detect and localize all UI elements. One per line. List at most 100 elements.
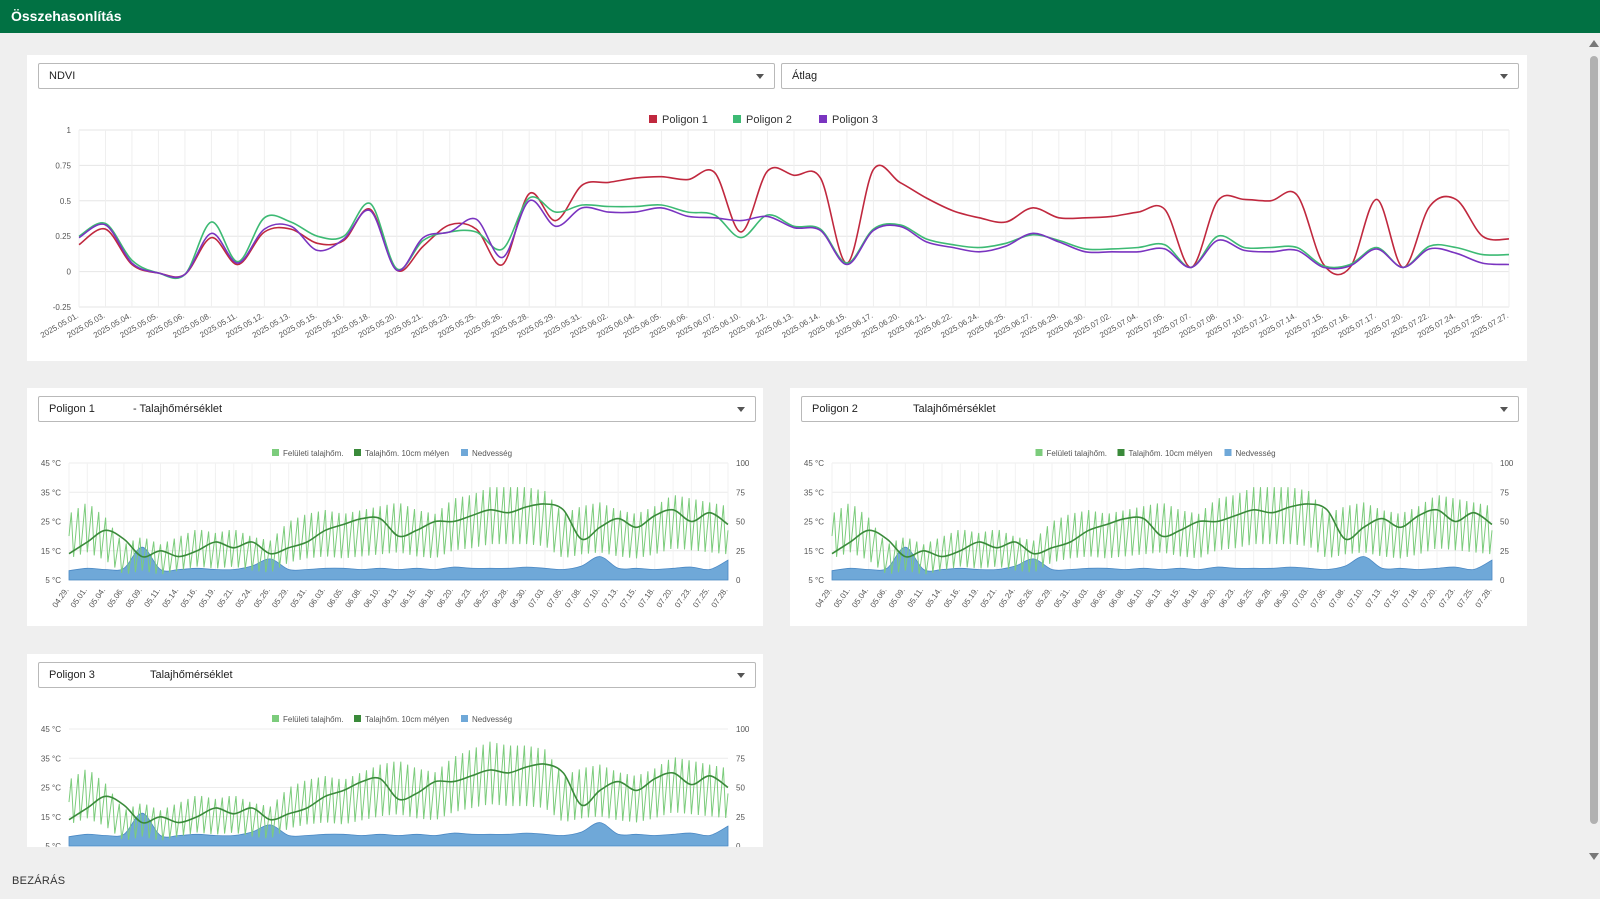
y-left-tick-label: 45 °C — [41, 459, 61, 468]
x-tick-label: 07.23. — [1437, 586, 1457, 609]
series-line-talajhom-10cm — [831, 503, 1493, 558]
polygon-2-card: Poligon 2 Talajhőmérséklet Felületi tala… — [790, 388, 1527, 626]
x-tick-label: 04.29. — [51, 586, 71, 609]
x-tick-label: 05.16. — [942, 586, 962, 609]
x-tick-label: 05.01. — [69, 586, 89, 609]
aggregate-select[interactable]: Átlag — [781, 63, 1519, 89]
y-right-tick-label: 0 — [736, 842, 741, 847]
polygon-3-select[interactable]: Poligon 3 Talajhőmérséklet — [38, 662, 756, 688]
y-right-tick-label: 100 — [736, 459, 750, 468]
scroll-down-arrow-icon[interactable] — [1589, 853, 1599, 860]
legend-label: Poligon 2 — [746, 114, 792, 126]
legend-swatch — [354, 449, 361, 456]
legend-swatch — [1117, 449, 1125, 456]
y-right-tick-label: 25 — [736, 813, 745, 822]
series-line-poligon-3 — [78, 199, 1510, 279]
x-tick-label: 06.18. — [417, 586, 437, 609]
ndvi-line-chart: Poligon 1 Poligon 2 Poligon 3 1 0.75 0.5 0.25 0… — [39, 114, 1510, 340]
legend-item: Nedvesség — [461, 449, 512, 458]
close-button[interactable]: BEZÁRÁS — [12, 875, 66, 887]
polygon-2-select[interactable]: Poligon 2 Talajhőmérséklet — [801, 396, 1519, 422]
legend-label: Talajhőm. 10cm mélyen — [365, 715, 449, 724]
x-tick-label: 05.06. — [869, 586, 889, 609]
y-right-tick-label: 50 — [736, 784, 745, 793]
app-header: Összehasonlítás — [0, 0, 1600, 33]
x-tick-label: 06.13. — [1144, 586, 1164, 609]
y-right-tick-label: 25 — [1500, 547, 1509, 556]
x-tick-label: 06.05. — [1089, 586, 1109, 609]
series-line-talajhom-10cm — [68, 503, 729, 558]
x-tick-label: 05.24. — [234, 586, 254, 609]
x-tick-label: 05.24. — [997, 586, 1017, 609]
y-right-tick-label: 75 — [1500, 488, 1509, 497]
x-tick-label: 07.10. — [581, 586, 601, 609]
scroll-thumb[interactable] — [1590, 56, 1598, 824]
x-tick-label: 05.19. — [197, 586, 217, 609]
legend-swatch — [272, 715, 279, 722]
scroll-up-arrow-icon[interactable] — [1589, 40, 1599, 47]
legend-swatch — [733, 115, 741, 123]
legend-item: Talajhőm. 10cm mélyen — [1117, 449, 1213, 458]
aggregate-select-value: Átlag — [792, 70, 818, 82]
legend-swatch — [272, 449, 279, 456]
x-tick-label: 05.11. — [906, 586, 926, 609]
x-tick-label: 05.29. — [270, 586, 290, 609]
y-right-tick-label: 0 — [1500, 576, 1505, 585]
x-tick-label: 06.25. — [1235, 586, 1255, 609]
y-right-tick-label: 50 — [736, 518, 745, 527]
chevron-down-icon — [737, 407, 745, 412]
y-left-tick-label: 35 °C — [41, 488, 61, 497]
legend-item: Poligon 3 — [819, 114, 878, 126]
x-tick-label: 07.20. — [1419, 586, 1439, 609]
y-right-tick-label: 75 — [736, 488, 745, 497]
x-tick-label: 06.10. — [362, 586, 382, 609]
legend-swatch — [1035, 449, 1043, 456]
x-tick-label: 07.28. — [1474, 586, 1494, 609]
legend-label: Nedvesség — [1236, 449, 1276, 458]
legend-item: Nedvesség — [1224, 449, 1276, 458]
x-tick-label: 05.14. — [924, 586, 944, 609]
x-tick-label: 07.03. — [1290, 586, 1310, 609]
polygon-2-soil-chart: Felületi talajhőm. Talajhőm. 10cm mélyen N… — [804, 449, 1514, 609]
legend-item: Felületi talajhőm. — [272, 449, 343, 458]
legend-label: Nedvesség — [472, 715, 512, 724]
polygon-metric: Talajhőmérséklet — [150, 669, 233, 681]
legend-label: Poligon 1 — [662, 114, 708, 126]
y-right-tick-label: 25 — [736, 547, 745, 556]
y-tick-label: 0.75 — [55, 161, 71, 170]
legend-swatch — [354, 715, 361, 722]
x-tick-label: 07.25. — [1455, 586, 1475, 609]
x-tick-label: 05.06. — [105, 586, 125, 609]
polygon-1-card: Poligon 1 - Talajhőmérséklet Felületi ta… — [27, 388, 763, 626]
legend-swatch — [649, 115, 657, 123]
x-tick-label: 06.15. — [1162, 586, 1182, 609]
chevron-down-icon — [737, 673, 745, 678]
x-tick-label: 06.05. — [325, 586, 345, 609]
page-scrollbar[interactable] — [1587, 40, 1600, 860]
x-tick-label: 06.03. — [307, 586, 327, 609]
legend-item: Talajhőm. 10cm mélyen — [354, 715, 449, 724]
polygon-1-select[interactable]: Poligon 1 - Talajhőmérséklet — [38, 396, 756, 422]
x-tick-label: 05.04. — [850, 586, 870, 609]
x-tick-label: 06.23. — [1217, 586, 1237, 609]
x-tick-label: 07.18. — [1400, 586, 1420, 609]
y-left-tick-label: 15 °C — [41, 813, 61, 822]
x-tick-label: 07.28. — [710, 586, 730, 609]
x-tick-label: 06.13. — [380, 586, 400, 609]
y-left-tick-label: 5 °C — [45, 576, 61, 585]
legend-label: Talajhőm. 10cm mélyen — [365, 449, 449, 458]
y-left-tick-label: 25 °C — [41, 518, 61, 527]
x-tick-label: 05.09. — [124, 586, 144, 609]
y-right-tick-label: 50 — [1500, 518, 1509, 527]
polygon-name: Poligon 3 — [49, 669, 95, 681]
series-line-poligon-1 — [78, 164, 1510, 278]
x-tick-label: 07.05. — [1309, 586, 1329, 609]
x-tick-label: 07.18. — [636, 586, 656, 609]
x-tick-label: 07.15. — [1382, 586, 1402, 609]
legend-item: Talajhőm. 10cm mélyen — [354, 449, 449, 458]
x-tick-label: 06.28. — [1254, 586, 1274, 609]
legend-label: Felületi talajhőm. — [1047, 449, 1107, 458]
metric-select[interactable]: NDVI — [38, 63, 775, 89]
x-tick-label: 06.18. — [1180, 586, 1200, 609]
series-line-talajhom-10cm — [68, 763, 729, 824]
